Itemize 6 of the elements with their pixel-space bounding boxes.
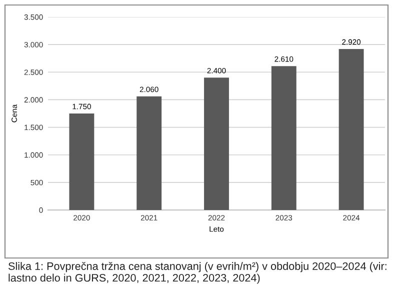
bar xyxy=(136,96,162,210)
bar xyxy=(271,66,296,210)
bar xyxy=(204,78,229,210)
text: Slika 1: Povprečna tržna cena stanovanj (v evrih/m²) v obdobju 2020–2024 (vir: lastno delo in GURS, 2020, 2021, 2022, 2023, 2024) xyxy=(8,262,386,284)
bar xyxy=(69,114,94,210)
bar xyxy=(338,48,364,210)
